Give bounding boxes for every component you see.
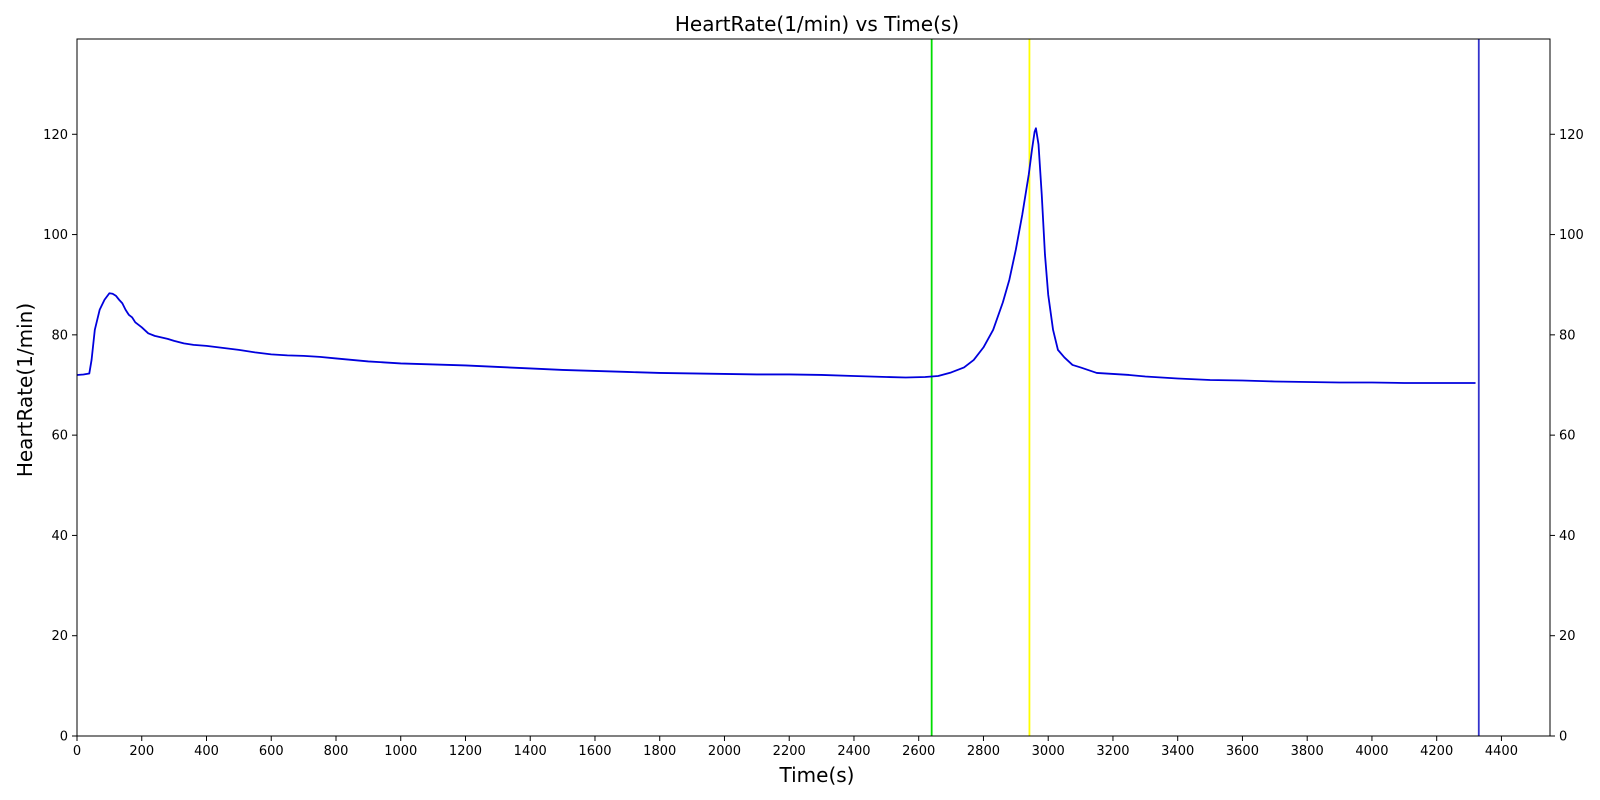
x-axis-ticks: 0 200 400 600 800 1000 1200 1400 1600 1800 2000 220… <box>73 736 1518 759</box>
y-tick-label-right: 120 <box>1559 128 1584 143</box>
x-tick-label: 4000 <box>1355 744 1388 759</box>
y-tick-label-left: 80 <box>51 328 68 343</box>
x-tick-label: 1000 <box>384 744 417 759</box>
x-tick-label: 1600 <box>578 744 611 759</box>
y-tick-label-right: 0 <box>1559 730 1567 745</box>
x-tick-label: 800 <box>324 744 349 759</box>
y-tick-label-right: 60 <box>1559 429 1576 444</box>
y-tick-label-right: 40 <box>1559 529 1576 544</box>
y-tick-label-right: 100 <box>1559 228 1584 243</box>
x-tick-label: 1400 <box>514 744 547 759</box>
series-layer <box>76 127 1476 384</box>
y-tick-label-left: 100 <box>43 228 68 243</box>
plot-area-frame <box>76 38 1551 737</box>
x-tick-label: 1800 <box>643 744 676 759</box>
x-tick-label: 4400 <box>1485 744 1518 759</box>
x-tick-label: 200 <box>129 744 154 759</box>
x-tick-label: 3200 <box>1096 744 1129 759</box>
x-tick-label: 3000 <box>1032 744 1065 759</box>
y-tick-label-right: 80 <box>1559 328 1576 343</box>
y-tick-label-left: 40 <box>51 529 68 544</box>
x-tick-label: 2600 <box>902 744 935 759</box>
x-tick-label: 4200 <box>1420 744 1453 759</box>
x-tick-label: 3400 <box>1161 744 1194 759</box>
x-tick-label: 2400 <box>837 744 870 759</box>
x-tick-label: 2200 <box>773 744 806 759</box>
y-tick-label-left: 60 <box>51 429 68 444</box>
y-tick-label-left: 0 <box>60 730 68 745</box>
x-tick-label: 1200 <box>449 744 482 759</box>
x-tick-label: 3600 <box>1226 744 1259 759</box>
series-line-0 <box>76 127 1476 384</box>
x-tick-label: 0 <box>73 744 81 759</box>
x-tick-label: 400 <box>194 744 219 759</box>
x-axis-title: Time(s) <box>779 763 855 787</box>
x-tick-label: 3800 <box>1291 744 1324 759</box>
vertical-markers <box>930 39 1480 736</box>
x-tick-label: 600 <box>259 744 284 759</box>
y-tick-label-left: 120 <box>43 128 68 143</box>
x-tick-label: 2800 <box>967 744 1000 759</box>
x-tick-label: 2000 <box>708 744 741 759</box>
y-tick-label-right: 20 <box>1559 629 1576 644</box>
chart-title: HeartRate(1/min) vs Time(s) <box>675 12 959 36</box>
y-tick-label-left: 20 <box>51 629 68 644</box>
y-axis-ticks: 0 0 20 20 40 40 60 60 80 80 100 100 120 120 <box>43 128 1584 745</box>
y-axis-title: HeartRate(1/min) <box>13 303 37 477</box>
